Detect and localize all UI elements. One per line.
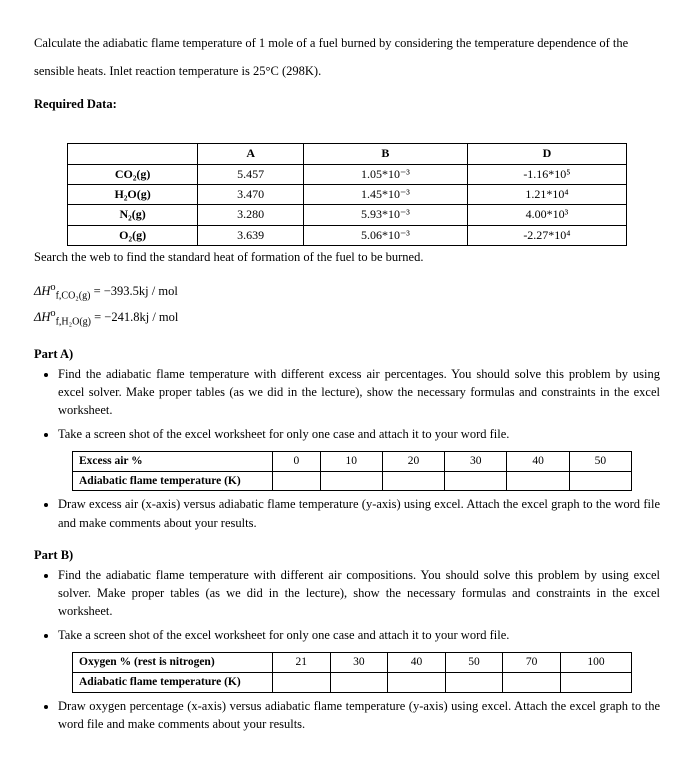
- cell: 30: [330, 653, 388, 673]
- cell: 0: [273, 452, 321, 472]
- table-row: Excess air % 0 10 20 30 40 50: [73, 452, 632, 472]
- cell: 3.639: [198, 225, 304, 245]
- data-table: A B D CO₂(g) 5.457 1.05*10⁻³ -1.16*10⁵ H…: [67, 143, 627, 246]
- cell: [330, 673, 388, 693]
- row-label: Oxygen % (rest is nitrogen): [73, 653, 273, 673]
- intro-text: Calculate the adiabatic flame temperatur…: [34, 30, 660, 85]
- table-row: Adiabatic flame temperature (K): [73, 471, 632, 491]
- cell: 50: [569, 452, 631, 472]
- eq-rhs: = −393.5kj / mol: [90, 284, 177, 298]
- cell: [445, 471, 507, 491]
- cell: [560, 673, 631, 693]
- row-label: Adiabatic flame temperature (K): [73, 673, 273, 693]
- equation-co2: ΔHof,CO₂(g) = −393.5kj / mol: [34, 280, 660, 304]
- cell: [320, 471, 382, 491]
- cell: 1.21*10⁴: [467, 184, 626, 204]
- eq-prefix: ΔH: [34, 284, 50, 298]
- table-row: O₂(g) 3.639 5.06*10⁻³ -2.27*10⁴: [68, 225, 627, 245]
- cell: [273, 673, 331, 693]
- part-b-list: Find the adiabatic flame temperature wit…: [58, 566, 660, 645]
- row-label: H₂O(g): [68, 184, 198, 204]
- cell: 70: [503, 653, 561, 673]
- cell: -2.27*10⁴: [467, 225, 626, 245]
- table-row: Oxygen % (rest is nitrogen) 21 30 40 50 …: [73, 653, 632, 673]
- row-label: O₂(g): [68, 225, 198, 245]
- cell: 4.00*10³: [467, 205, 626, 225]
- cell: 5.06*10⁻³: [304, 225, 468, 245]
- table-note: Search the web to find the standard heat…: [34, 248, 660, 266]
- list-item: Draw oxygen percentage (x-axis) versus a…: [58, 697, 660, 733]
- eq-sub: f,CO₂(g): [56, 291, 91, 302]
- part-b-title: Part B): [34, 546, 660, 564]
- eq-sub: f,H₂O(g): [56, 317, 91, 328]
- cell: 1.05*10⁻³: [304, 164, 468, 184]
- excess-air-table: Excess air % 0 10 20 30 40 50 Adiabatic …: [72, 451, 632, 491]
- equation-h2o: ΔHof,H₂O(g) = −241.8kj / mol: [34, 306, 660, 330]
- row-label: N₂(g): [68, 205, 198, 225]
- cell: 40: [507, 452, 569, 472]
- cell: [569, 471, 631, 491]
- table-row: CO₂(g) 5.457 1.05*10⁻³ -1.16*10⁵: [68, 164, 627, 184]
- cell: 10: [320, 452, 382, 472]
- col-header: [68, 144, 198, 164]
- cell: 5.457: [198, 164, 304, 184]
- eq-rhs: = −241.8kj / mol: [91, 311, 178, 325]
- row-label: Excess air %: [73, 452, 273, 472]
- row-label: CO₂(g): [68, 164, 198, 184]
- cell: 30: [445, 452, 507, 472]
- cell: 100: [560, 653, 631, 673]
- part-a-list-2: Draw excess air (x-axis) versus adiabati…: [58, 495, 660, 531]
- cell: [388, 673, 446, 693]
- row-label: Adiabatic flame temperature (K): [73, 471, 273, 491]
- cell: 3.280: [198, 205, 304, 225]
- part-a-title: Part A): [34, 345, 660, 363]
- col-header: A: [198, 144, 304, 164]
- list-item: Take a screen shot of the excel workshee…: [58, 425, 660, 443]
- cell: 5.93*10⁻³: [304, 205, 468, 225]
- cell: [445, 673, 503, 693]
- cell: 1.45*10⁻³: [304, 184, 468, 204]
- list-item: Take a screen shot of the excel workshee…: [58, 626, 660, 644]
- cell: 20: [382, 452, 444, 472]
- cell: [507, 471, 569, 491]
- required-data-label: Required Data:: [34, 95, 660, 113]
- cell: 50: [445, 653, 503, 673]
- cell: [382, 471, 444, 491]
- list-item: Find the adiabatic flame temperature wit…: [58, 365, 660, 419]
- oxygen-table: Oxygen % (rest is nitrogen) 21 30 40 50 …: [72, 652, 632, 692]
- eq-prefix: ΔH: [34, 311, 50, 325]
- list-item: Find the adiabatic flame temperature wit…: [58, 566, 660, 620]
- table-row: N₂(g) 3.280 5.93*10⁻³ 4.00*10³: [68, 205, 627, 225]
- cell: 21: [273, 653, 331, 673]
- list-item: Draw excess air (x-axis) versus adiabati…: [58, 495, 660, 531]
- cell: 40: [388, 653, 446, 673]
- cell: [503, 673, 561, 693]
- table-row: H₂O(g) 3.470 1.45*10⁻³ 1.21*10⁴: [68, 184, 627, 204]
- table-row: Adiabatic flame temperature (K): [73, 673, 632, 693]
- table-header-row: A B D: [68, 144, 627, 164]
- cell: -1.16*10⁵: [467, 164, 626, 184]
- part-a-list: Find the adiabatic flame temperature wit…: [58, 365, 660, 444]
- col-header: B: [304, 144, 468, 164]
- col-header: D: [467, 144, 626, 164]
- part-b-list-2: Draw oxygen percentage (x-axis) versus a…: [58, 697, 660, 733]
- cell: [273, 471, 321, 491]
- cell: 3.470: [198, 184, 304, 204]
